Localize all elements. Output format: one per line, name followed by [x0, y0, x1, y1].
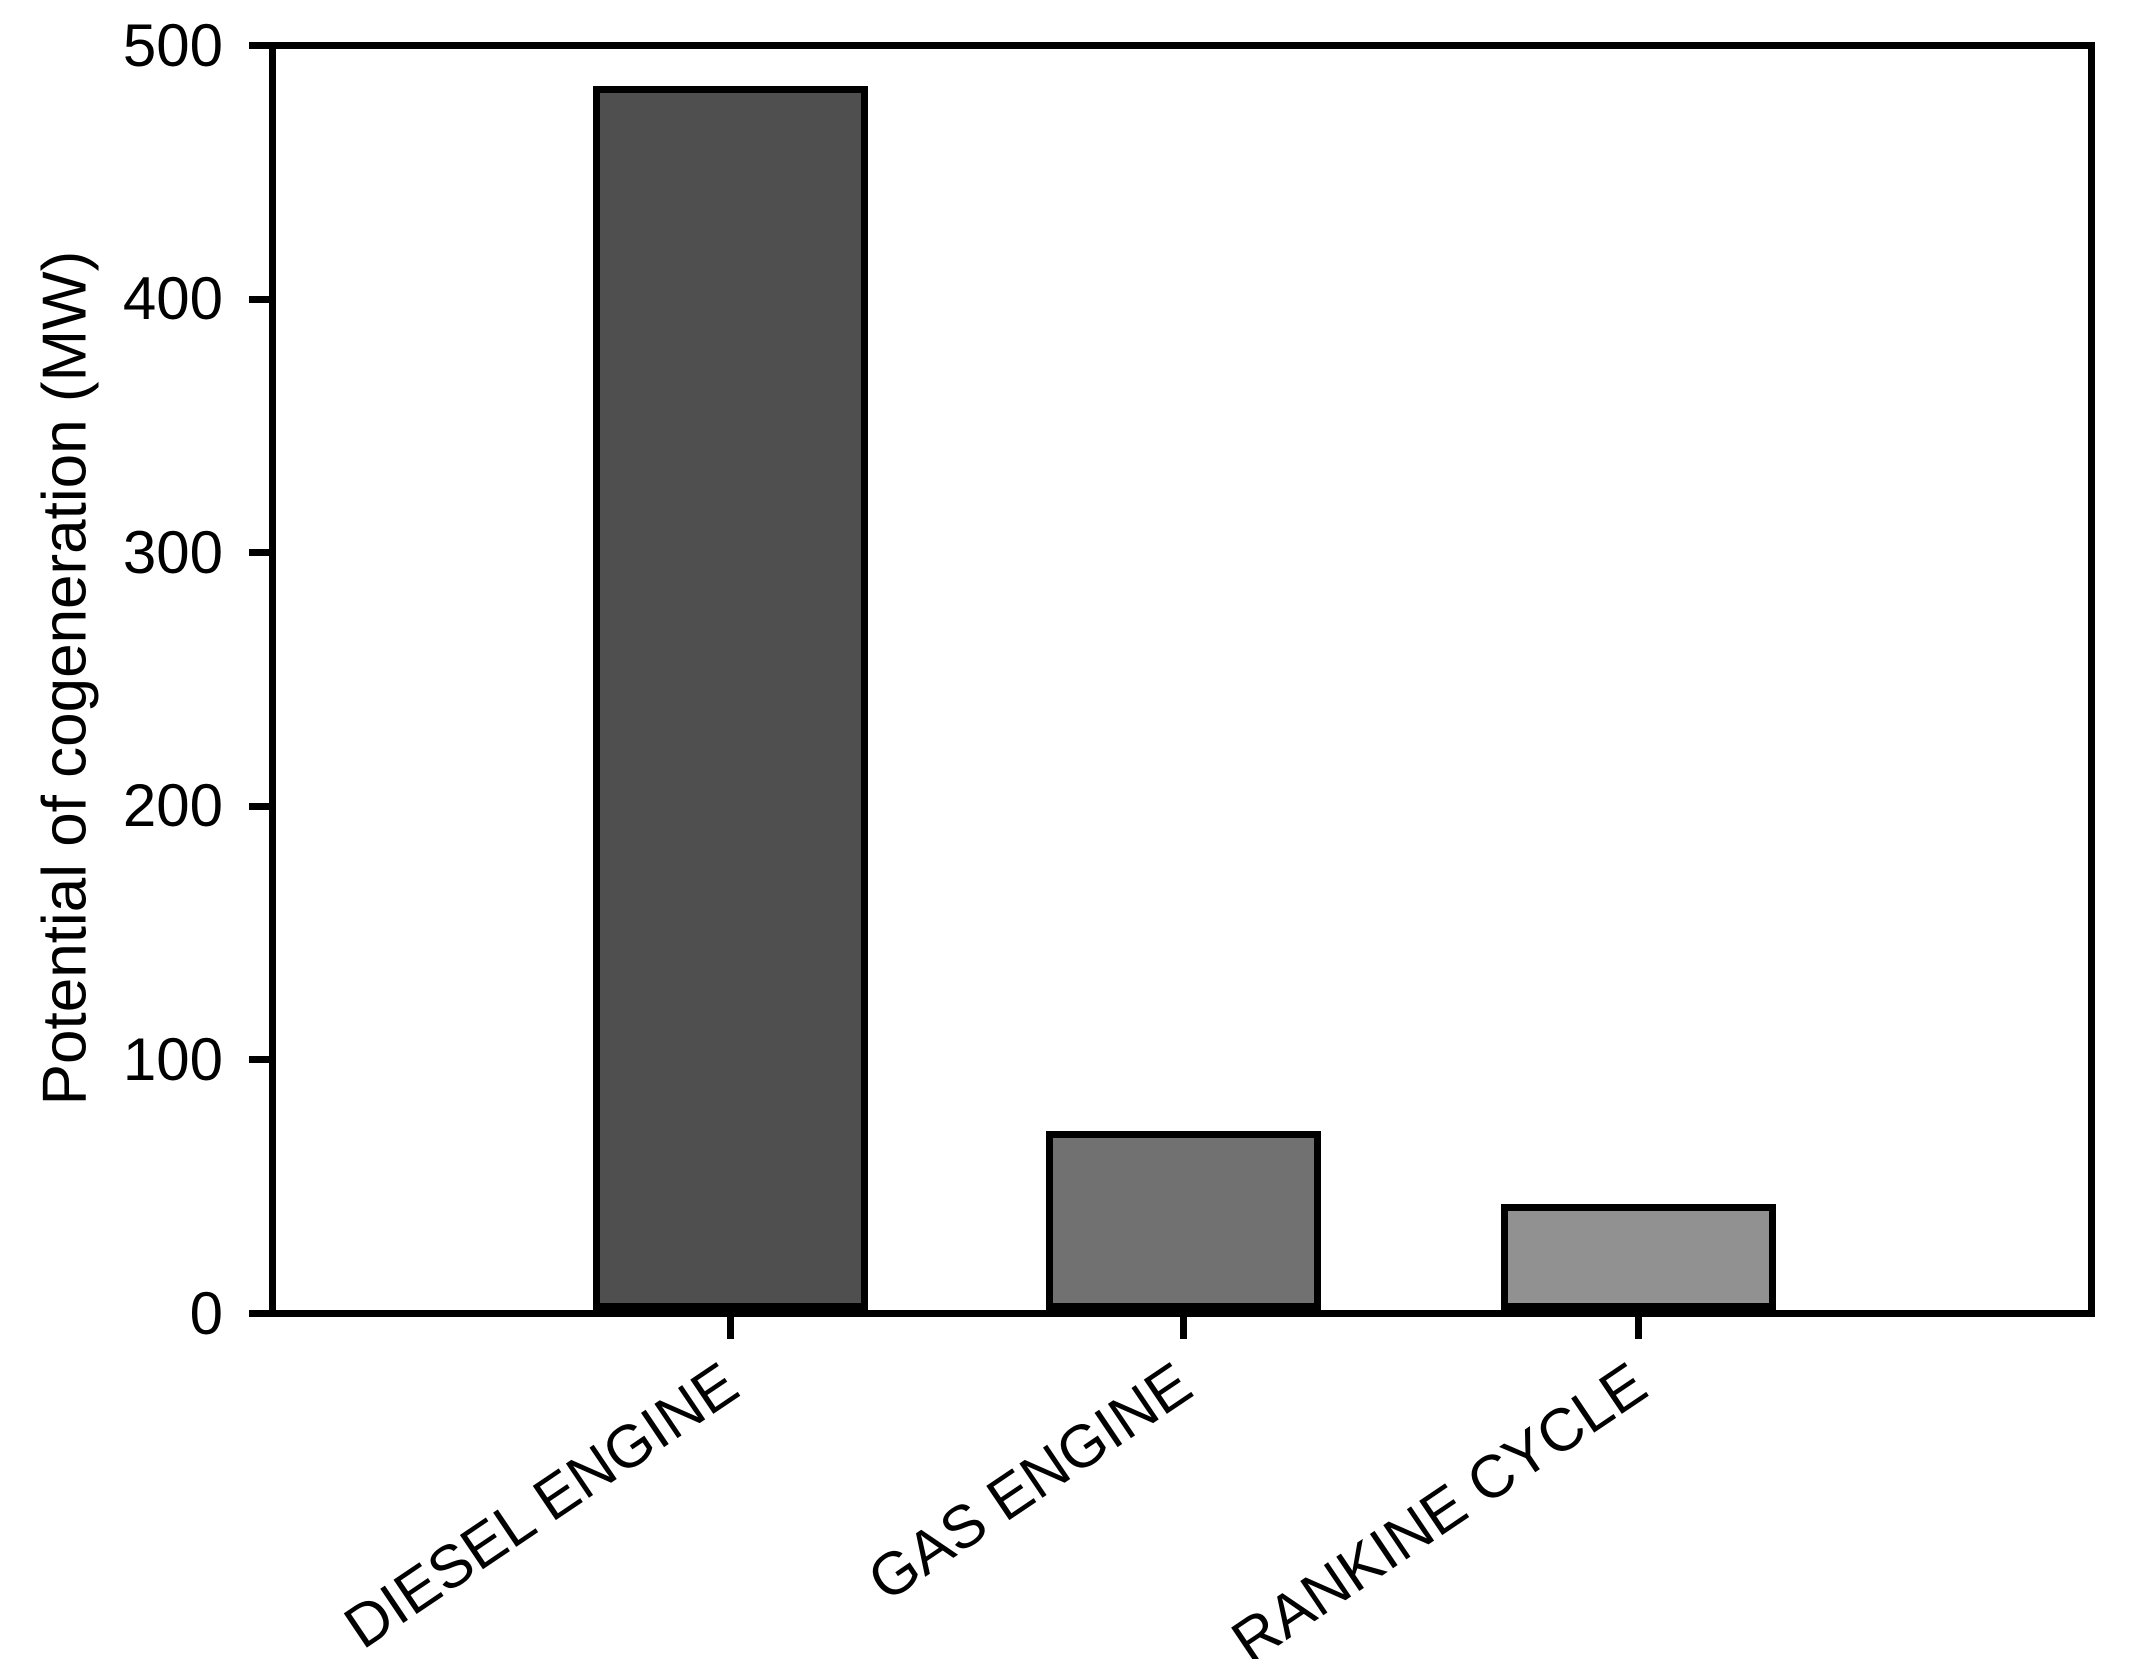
- y-axis-tick-label: 200: [122, 772, 223, 840]
- x-axis-line: [269, 1310, 2095, 1317]
- y-axis-tick-label: 500: [122, 11, 223, 79]
- y-axis-tick-label: 300: [122, 518, 223, 586]
- x-axis-tick: [1634, 1317, 1642, 1339]
- x-axis-tick-label: RANKINE CYCLE: [1219, 1349, 1658, 1659]
- y-axis-tick: [249, 1056, 269, 1064]
- top-frame-line: [269, 42, 2095, 49]
- bar-diesel-engine: [592, 86, 868, 1310]
- y-axis-tick: [249, 549, 269, 557]
- x-axis-tick: [726, 1317, 734, 1339]
- y-axis-tick: [249, 802, 269, 810]
- y-axis-title: Potential of cogeneration (MW): [30, 250, 100, 1106]
- bar-gas-engine: [1045, 1130, 1321, 1310]
- y-axis-tick: [249, 295, 269, 303]
- bar-rankine-cycle: [1500, 1204, 1776, 1310]
- x-axis-tick: [1179, 1317, 1187, 1339]
- y-axis-tick-label: 0: [189, 1279, 223, 1347]
- y-axis-tick: [249, 42, 269, 49]
- y-axis-tick: [249, 1310, 269, 1317]
- right-frame-line: [2088, 42, 2095, 1317]
- x-axis-tick-label: GAS ENGINE: [855, 1349, 1203, 1614]
- y-axis-line: [269, 42, 276, 1317]
- x-axis-tick-label: DIESEL ENGINE: [332, 1349, 750, 1659]
- y-axis-tick-label: 400: [122, 265, 223, 333]
- y-axis-tick-label: 100: [122, 1025, 223, 1093]
